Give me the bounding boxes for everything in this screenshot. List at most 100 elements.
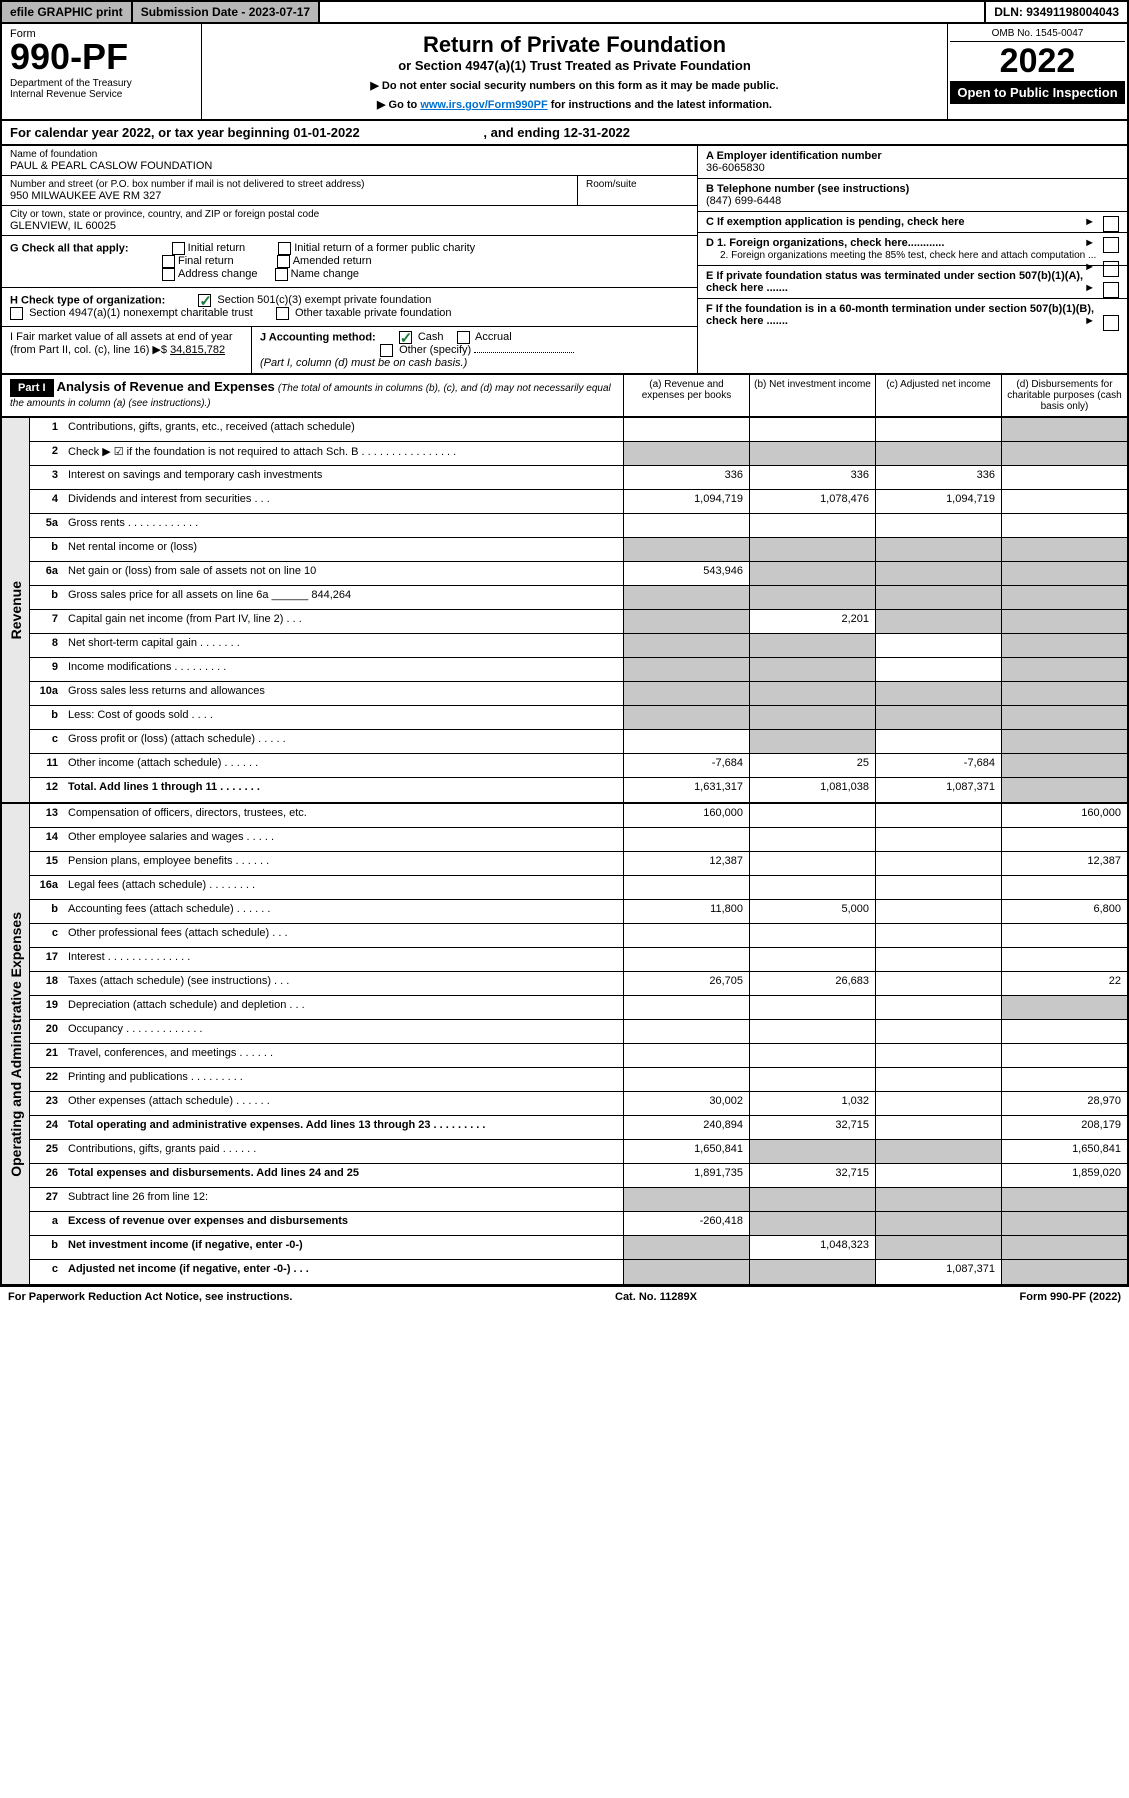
part1-label: Part I [10, 379, 54, 397]
efile-link[interactable]: efile GRAPHIC print [2, 2, 133, 22]
room-label: Room/suite [586, 179, 689, 190]
dept-label: Department of the Treasury Internal Reve… [10, 78, 193, 100]
f-label: F If the foundation is in a 60-month ter… [706, 303, 1094, 327]
table-row: 18Taxes (attach schedule) (see instructi… [30, 972, 1127, 996]
501c3-checkbox[interactable] [198, 294, 211, 307]
h-checks: H Check type of organization: Section 50… [2, 288, 697, 327]
form-footer: Form 990-PF (2022) [1020, 1291, 1121, 1303]
table-row: 17Interest . . . . . . . . . . . . . . [30, 948, 1127, 972]
d2-checkbox[interactable] [1103, 261, 1119, 277]
tax-year: 2022 [950, 42, 1125, 81]
phone: (847) 699-6448 [706, 195, 781, 207]
table-row: 20Occupancy . . . . . . . . . . . . . [30, 1020, 1127, 1044]
revenue-label: Revenue [8, 581, 24, 639]
d1-label: D 1. Foreign organizations, check here..… [706, 237, 944, 249]
dln: DLN: 93491198004043 [984, 2, 1127, 22]
other-method-checkbox[interactable] [380, 344, 393, 357]
table-row: 3Interest on savings and temporary cash … [30, 466, 1127, 490]
cash-checkbox[interactable] [399, 331, 412, 344]
table-row: 24Total operating and administrative exp… [30, 1116, 1127, 1140]
d1-checkbox[interactable] [1103, 237, 1119, 253]
table-row: 8Net short-term capital gain . . . . . .… [30, 634, 1127, 658]
initial-return-checkbox[interactable] [172, 242, 185, 255]
col-c-header: (c) Adjusted net income [875, 375, 1001, 416]
4947-checkbox[interactable] [10, 307, 23, 320]
table-row: 7Capital gain net income (from Part IV, … [30, 610, 1127, 634]
table-row: 22Printing and publications . . . . . . … [30, 1068, 1127, 1092]
col-a-header: (a) Revenue and expenses per books [623, 375, 749, 416]
col-b-header: (b) Net investment income [749, 375, 875, 416]
table-row: cGross profit or (loss) (attach schedule… [30, 730, 1127, 754]
table-row: 2Check ▶ ☑ if the foundation is not requ… [30, 442, 1127, 466]
note-1: ▶ Do not enter social security numbers o… [210, 79, 939, 92]
note-2: ▶ Go to www.irs.gov/Form990PF for instru… [210, 98, 939, 111]
foundation-name: PAUL & PEARL CASLOW FOUNDATION [10, 160, 212, 172]
table-row: 10aGross sales less returns and allowanc… [30, 682, 1127, 706]
city-label: City or town, state or province, country… [10, 209, 689, 220]
d2-label: 2. Foreign organizations meeting the 85%… [720, 250, 1096, 261]
table-row: cAdjusted net income (if negative, enter… [30, 1260, 1127, 1284]
name-change-checkbox[interactable] [275, 268, 288, 281]
form-number: 990-PF [10, 36, 193, 78]
col-d-header: (d) Disbursements for charitable purpose… [1001, 375, 1127, 416]
final-return-checkbox[interactable] [162, 255, 175, 268]
e-checkbox[interactable] [1103, 282, 1119, 298]
table-row: 1Contributions, gifts, grants, etc., rec… [30, 418, 1127, 442]
address: 950 MILWAUKEE AVE RM 327 [10, 190, 161, 202]
topbar: efile GRAPHIC print Submission Date - 20… [0, 0, 1129, 24]
part1-title: Analysis of Revenue and Expenses [57, 379, 275, 394]
table-row: 9Income modifications . . . . . . . . . [30, 658, 1127, 682]
other-taxable-checkbox[interactable] [276, 307, 289, 320]
b-label: B Telephone number (see instructions) [706, 183, 909, 195]
table-row: 19Depreciation (attach schedule) and dep… [30, 996, 1127, 1020]
e-label: E If private foundation status was termi… [706, 270, 1083, 294]
table-row: 6aNet gain or (loss) from sale of assets… [30, 562, 1127, 586]
fmv-value: 34,815,782 [170, 344, 225, 356]
addr-label: Number and street (or P.O. box number if… [10, 179, 569, 190]
table-row: bNet investment income (if negative, ent… [30, 1236, 1127, 1260]
table-row: 12Total. Add lines 1 through 11 . . . . … [30, 778, 1127, 802]
table-row: bLess: Cost of goods sold . . . . [30, 706, 1127, 730]
irs-link[interactable]: www.irs.gov/Form990PF [420, 99, 547, 111]
table-row: 14Other employee salaries and wages . . … [30, 828, 1127, 852]
table-row: bNet rental income or (loss) [30, 538, 1127, 562]
amended-return-checkbox[interactable] [277, 255, 290, 268]
name-label: Name of foundation [10, 149, 689, 160]
form-subtitle: or Section 4947(a)(1) Trust Treated as P… [210, 58, 939, 73]
omb-number: OMB No. 1545-0047 [950, 26, 1125, 42]
open-public: Open to Public Inspection [950, 81, 1125, 104]
table-row: 21Travel, conferences, and meetings . . … [30, 1044, 1127, 1068]
a-label: A Employer identification number [706, 150, 882, 162]
accrual-checkbox[interactable] [457, 331, 470, 344]
calendar-year: For calendar year 2022, or tax year begi… [0, 121, 1129, 146]
footer: For Paperwork Reduction Act Notice, see … [0, 1286, 1129, 1307]
form-title: Return of Private Foundation [210, 32, 939, 58]
table-row: 5aGross rents . . . . . . . . . . . . [30, 514, 1127, 538]
table-row: bGross sales price for all assets on lin… [30, 586, 1127, 610]
paperwork-notice: For Paperwork Reduction Act Notice, see … [8, 1291, 292, 1303]
table-row: 26Total expenses and disbursements. Add … [30, 1164, 1127, 1188]
form-header: Form 990-PF Department of the Treasury I… [0, 24, 1129, 121]
initial-public-checkbox[interactable] [278, 242, 291, 255]
ein: 36-6065830 [706, 162, 765, 174]
address-change-checkbox[interactable] [162, 268, 175, 281]
table-row: 4Dividends and interest from securities … [30, 490, 1127, 514]
f-checkbox[interactable] [1103, 315, 1119, 331]
city: GLENVIEW, IL 60025 [10, 220, 116, 232]
table-row: bAccounting fees (attach schedule) . . .… [30, 900, 1127, 924]
expenses-section: Operating and Administrative Expenses 13… [0, 804, 1129, 1286]
table-row: 13Compensation of officers, directors, t… [30, 804, 1127, 828]
submission-date: Submission Date - 2023-07-17 [133, 2, 320, 22]
cat-no: Cat. No. 11289X [615, 1291, 697, 1303]
table-row: 15Pension plans, employee benefits . . .… [30, 852, 1127, 876]
revenue-section: Revenue 1Contributions, gifts, grants, e… [0, 418, 1129, 804]
c-label: C If exemption application is pending, c… [706, 216, 965, 228]
c-checkbox[interactable] [1103, 216, 1119, 232]
table-row: 25Contributions, gifts, grants paid . . … [30, 1140, 1127, 1164]
table-row: cOther professional fees (attach schedul… [30, 924, 1127, 948]
info-grid: Name of foundation PAUL & PEARL CASLOW F… [0, 146, 1129, 375]
table-row: aExcess of revenue over expenses and dis… [30, 1212, 1127, 1236]
j-note: (Part I, column (d) must be on cash basi… [260, 357, 467, 369]
g-checks: G Check all that apply: Initial return I… [2, 236, 697, 288]
table-row: 27Subtract line 26 from line 12: [30, 1188, 1127, 1212]
